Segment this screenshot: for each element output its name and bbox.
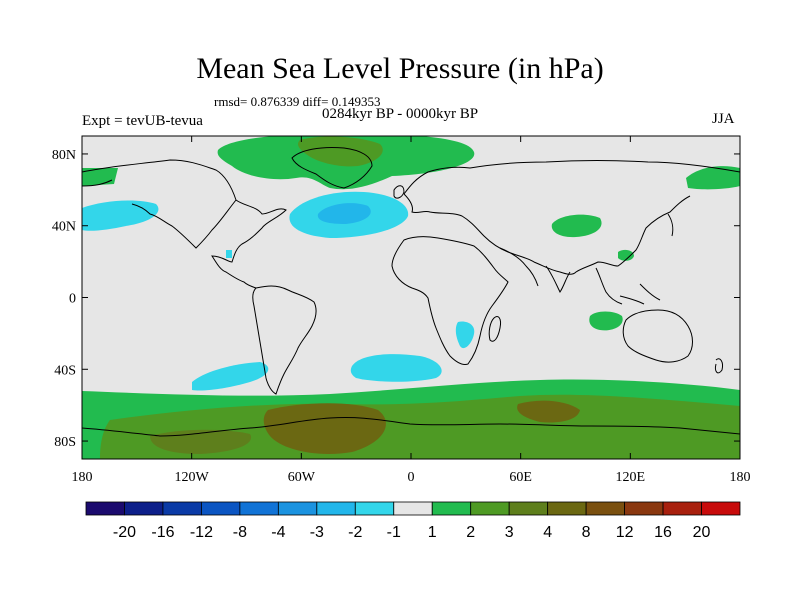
y-tick-label: 40S xyxy=(54,363,76,378)
colorbar-label: 3 xyxy=(505,524,514,541)
negative-anomaly-regions xyxy=(82,191,475,391)
colorbar-swatch xyxy=(624,501,664,516)
season-label: JJA xyxy=(712,111,735,127)
positive-anomaly-regions xyxy=(82,136,740,459)
coast-eurasia xyxy=(403,160,740,275)
colorbar-swatch xyxy=(85,501,125,516)
north-africa-speck xyxy=(226,250,232,258)
antarctic-brown-east xyxy=(517,400,580,423)
north-atlantic-core xyxy=(317,203,371,224)
colorbar-swatch xyxy=(239,501,279,516)
y-tick-label: 0 xyxy=(69,292,76,307)
central-asia-green xyxy=(551,214,602,238)
y-tick-label: 80S xyxy=(54,435,76,450)
x-axis: 180 120W 60W 0 60E 120E 180 xyxy=(72,136,751,485)
coast-arabia-india xyxy=(499,247,571,293)
colorbar-label: 16 xyxy=(654,524,672,541)
colorbar-swatch xyxy=(508,501,549,516)
coast-australia xyxy=(622,309,693,363)
colorbar-label: 2 xyxy=(466,524,475,541)
coast-se-asia xyxy=(595,267,661,305)
y-tick-label: 40N xyxy=(52,220,76,235)
antarctic-brown xyxy=(263,403,386,455)
siberia-green xyxy=(686,166,740,190)
colorbar-label: 1 xyxy=(428,524,437,541)
colorbar-label: 20 xyxy=(693,524,711,541)
colorbar-swatch xyxy=(701,501,741,516)
colorbar-label: -4 xyxy=(271,524,285,541)
x-tick-label: 120E xyxy=(616,470,646,485)
colorbar-label: 12 xyxy=(616,524,634,541)
colorbar-label: -16 xyxy=(151,524,174,541)
x-tick-label: 180 xyxy=(730,470,751,485)
greenland-core xyxy=(298,136,383,167)
colorbar-swatch xyxy=(662,501,702,516)
north-pacific-low xyxy=(82,200,159,231)
coast-north-america xyxy=(82,159,287,289)
colorbar-swatch xyxy=(354,501,395,516)
y-tick-label: 80N xyxy=(52,148,76,163)
colorbar-label: -12 xyxy=(190,524,213,541)
china-green xyxy=(618,249,634,261)
colorbar-label: -20 xyxy=(113,524,136,541)
experiment-label: Expt = tevUB-tevua xyxy=(82,113,203,129)
coast-madagascar xyxy=(488,315,501,342)
coast-japan xyxy=(667,213,674,237)
coast-antarctica xyxy=(82,416,740,437)
x-tick-label: 120W xyxy=(175,470,210,485)
colorbar-swatch xyxy=(431,501,472,516)
colorbar-swatch xyxy=(316,501,356,516)
x-tick-label: 180 xyxy=(72,470,93,485)
antarctic-olive xyxy=(100,394,740,459)
x-tick-label: 60E xyxy=(509,470,532,485)
colorbar-swatch xyxy=(277,501,318,516)
coast-uk xyxy=(393,185,405,199)
period-line: 0284kyr BP - 0000kyr BP xyxy=(322,106,479,122)
colorbar-label: 8 xyxy=(582,524,591,541)
x-tick-label: 0 xyxy=(408,470,415,485)
y-axis: 80N 40N 0 40S 80S xyxy=(52,148,740,450)
madagascar-low xyxy=(455,321,475,349)
colorbar-label: -3 xyxy=(310,524,324,541)
coast-new-zealand xyxy=(715,358,723,374)
colorbar-label: -8 xyxy=(233,524,247,541)
colorbar-swatch xyxy=(585,501,625,516)
colorbar-swatch xyxy=(201,501,241,516)
south-atlantic-low xyxy=(350,354,442,382)
australia-west-green xyxy=(589,311,623,331)
stats-line: rmsd= 0.876339 diff= 0.149353 xyxy=(214,94,381,109)
colorbar-label: 4 xyxy=(543,524,552,541)
coast-south-america xyxy=(252,285,317,395)
colorbar-label: -1 xyxy=(387,524,401,541)
colorbar-swatch xyxy=(547,501,587,516)
map-title: Mean Sea Level Pressure (in hPa) xyxy=(196,52,604,85)
colorbar-swatch xyxy=(162,501,202,516)
colorbar-swatch xyxy=(393,501,433,516)
colorbar-swatch xyxy=(470,501,510,516)
x-tick-label: 60W xyxy=(288,470,316,485)
coast-greenland xyxy=(291,147,373,189)
south-pacific-low xyxy=(192,362,269,391)
coastlines xyxy=(82,147,740,437)
colorbar-label: -2 xyxy=(348,524,362,541)
colorbar: -20 -16 -12 -8 -4 -3 -2 -1 1 2 3 4 8 12 16 20 xyxy=(85,501,741,541)
colorbar-swatch xyxy=(124,501,164,516)
coast-africa xyxy=(391,236,509,365)
